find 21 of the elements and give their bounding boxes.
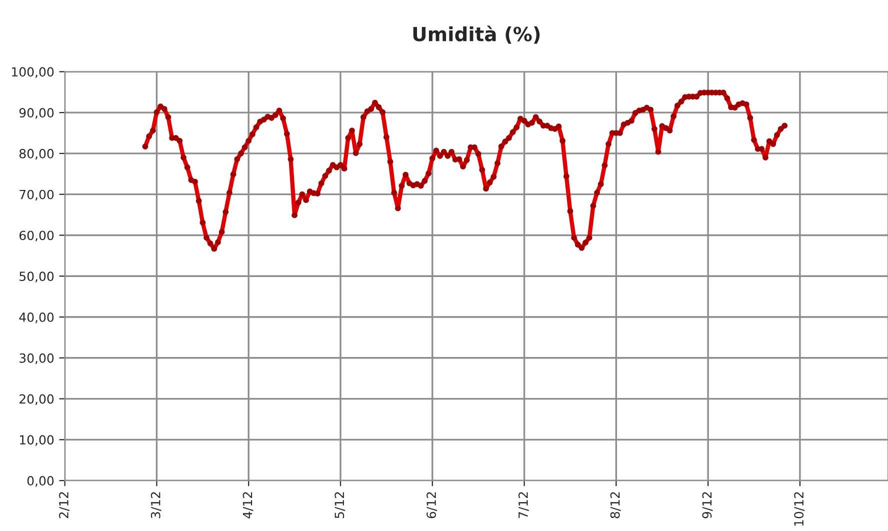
x-tick-label: 8/12 xyxy=(610,492,621,518)
x-tick-label: 7/12 xyxy=(518,492,529,518)
y-tick-label: 30,00 xyxy=(20,353,54,364)
y-tick-label: 60,00 xyxy=(19,230,54,242)
x-tick-label: 9/12 xyxy=(702,492,713,518)
x-tick-label: 4/12 xyxy=(242,492,254,518)
chart-title: Umidità (%) xyxy=(413,26,540,44)
y-tick-label: 90,00 xyxy=(19,108,54,119)
y-tick-label: 100,00 xyxy=(12,67,54,78)
x-tick-label: 6/12 xyxy=(426,492,437,518)
y-tick-label: 20,00 xyxy=(20,394,54,405)
y-tick-label: 0,00 xyxy=(27,476,54,487)
x-tick-label: 5/12 xyxy=(334,492,346,518)
y-tick-label: 80,00 xyxy=(19,148,54,160)
x-tick-label: 3/12 xyxy=(150,492,162,518)
x-tick-label: 2/12 xyxy=(58,492,70,518)
x-tick-label: 10/12 xyxy=(794,492,805,526)
y-tick-label: 50,00 xyxy=(20,272,54,282)
y-tick-label: 70,00 xyxy=(20,190,54,201)
y-tick-label: 40,00 xyxy=(19,312,54,324)
y-tick-label: 10,00 xyxy=(20,435,54,446)
